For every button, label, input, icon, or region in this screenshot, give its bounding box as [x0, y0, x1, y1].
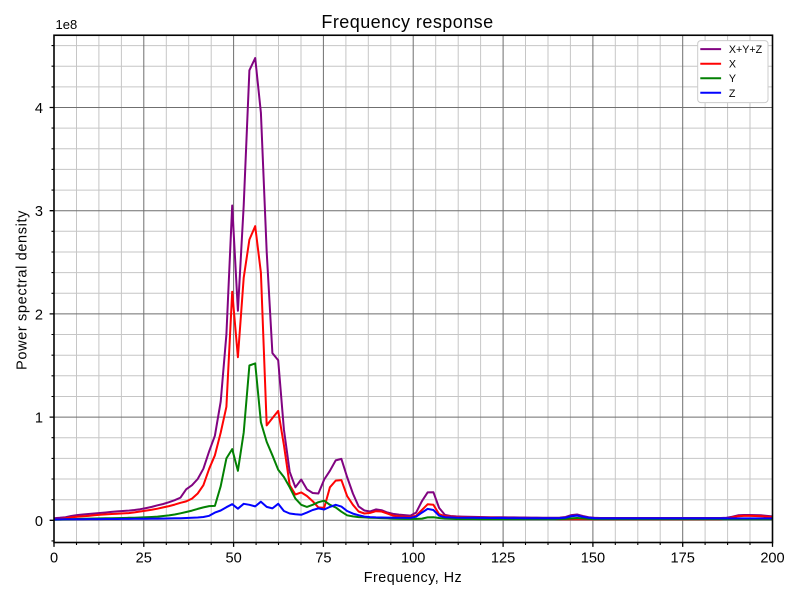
svg-text:150: 150 [581, 550, 605, 566]
svg-text:25: 25 [136, 550, 152, 566]
svg-text:Z: Z [729, 88, 736, 100]
svg-text:Power spectral density: Power spectral density [14, 210, 30, 370]
svg-text:X: X [729, 59, 736, 71]
svg-text:Y: Y [729, 73, 736, 85]
svg-text:200: 200 [760, 550, 784, 566]
svg-text:0: 0 [50, 550, 58, 566]
svg-text:50: 50 [225, 550, 241, 566]
svg-text:Frequency response: Frequency response [321, 12, 493, 32]
svg-text:2: 2 [35, 307, 43, 323]
svg-text:3: 3 [35, 204, 43, 220]
svg-text:100: 100 [401, 550, 425, 566]
svg-text:1e8: 1e8 [56, 17, 78, 32]
svg-text:125: 125 [491, 550, 515, 566]
svg-text:0: 0 [35, 514, 43, 530]
svg-text:175: 175 [671, 550, 695, 566]
svg-text:1: 1 [35, 411, 43, 427]
svg-text:4: 4 [35, 101, 43, 117]
svg-text:75: 75 [315, 550, 331, 566]
svg-text:Frequency, Hz: Frequency, Hz [364, 570, 462, 586]
svg-text:X+Y+Z: X+Y+Z [729, 44, 763, 56]
